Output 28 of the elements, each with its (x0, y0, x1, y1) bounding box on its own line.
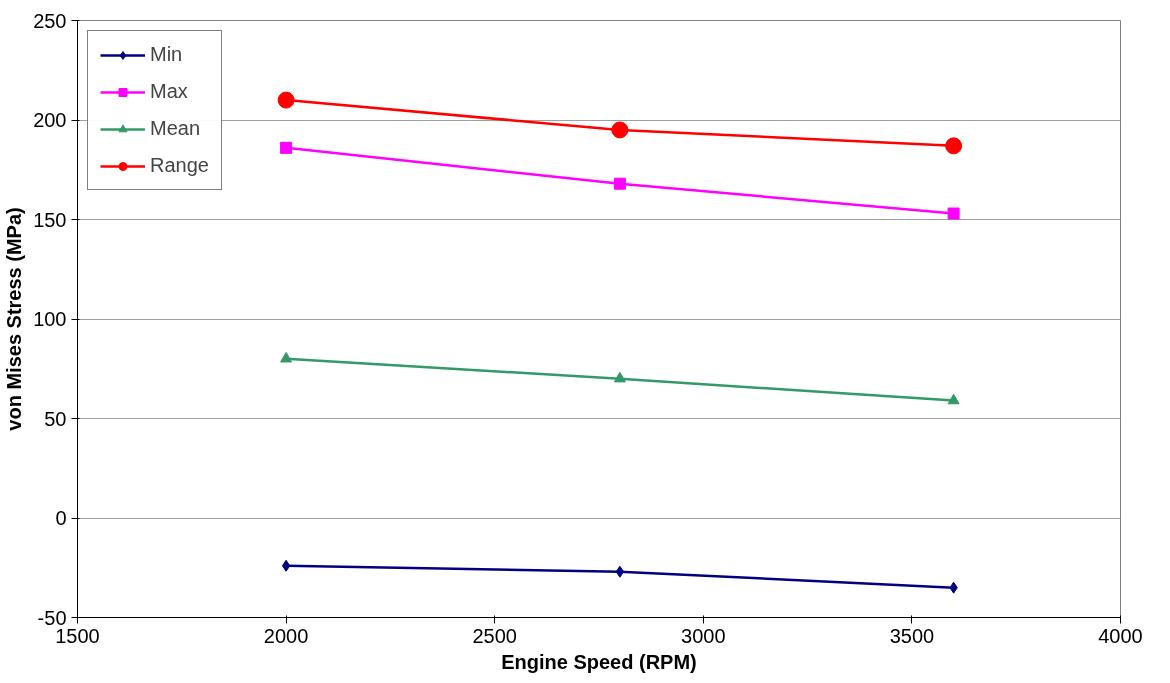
point (611, 121, 629, 139)
y-tick-label: 50 (44, 407, 67, 430)
x-tick-label: 2000 (263, 624, 309, 647)
y-tick-label: 150 (33, 208, 67, 231)
x-tick-label: 3500 (889, 624, 935, 647)
y-tick-label: 200 (33, 109, 67, 131)
legend-label: Range (150, 154, 209, 177)
point (277, 91, 295, 109)
y-axis-title: von Mises Stress (MPa) (3, 207, 26, 431)
point (280, 351, 293, 363)
point (947, 393, 960, 405)
y-tick-label: 250 (33, 9, 67, 32)
x-axis-title: Engine Speed (RPM) (501, 650, 697, 673)
x-tick-label: 4000 (1098, 624, 1143, 647)
x-tick-label: 2500 (472, 624, 517, 647)
legend-label: Mean (150, 117, 201, 140)
point (280, 141, 293, 154)
point (613, 177, 626, 190)
point (947, 207, 960, 220)
point (613, 371, 626, 383)
legend-label: Min (150, 43, 183, 66)
legend-label: Max (150, 80, 188, 103)
point (615, 565, 625, 578)
y-tick-label: 100 (33, 308, 67, 330)
x-tick-label: 3000 (681, 624, 726, 647)
point (945, 137, 963, 155)
y-tick-label: 0 (55, 507, 67, 529)
point (281, 559, 291, 572)
